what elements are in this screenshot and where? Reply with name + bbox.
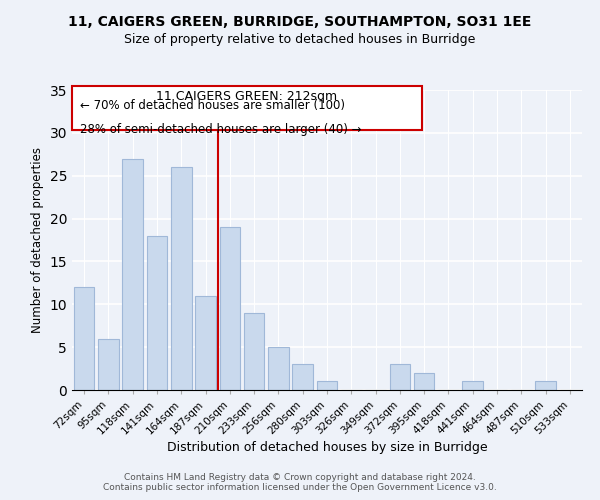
Bar xyxy=(146,236,167,390)
FancyBboxPatch shape xyxy=(72,86,422,130)
Y-axis label: Number of detached properties: Number of detached properties xyxy=(31,147,44,333)
Text: Size of property relative to detached houses in Burridge: Size of property relative to detached ho… xyxy=(124,32,476,46)
Text: 11 CAIGERS GREEN: 212sqm: 11 CAIGERS GREEN: 212sqm xyxy=(156,90,337,104)
Bar xyxy=(122,158,143,390)
Bar xyxy=(317,382,337,390)
Text: 28% of semi-detached houses are larger (40) →: 28% of semi-detached houses are larger (… xyxy=(80,123,361,136)
Bar xyxy=(535,382,556,390)
Bar xyxy=(195,296,216,390)
Bar xyxy=(268,347,289,390)
Text: ← 70% of detached houses are smaller (100): ← 70% of detached houses are smaller (10… xyxy=(80,99,344,112)
Bar xyxy=(244,313,265,390)
Bar xyxy=(171,167,191,390)
Bar xyxy=(220,227,240,390)
Text: 11, CAIGERS GREEN, BURRIDGE, SOUTHAMPTON, SO31 1EE: 11, CAIGERS GREEN, BURRIDGE, SOUTHAMPTON… xyxy=(68,15,532,29)
Text: Contains public sector information licensed under the Open Government Licence v3: Contains public sector information licen… xyxy=(103,484,497,492)
Bar xyxy=(98,338,119,390)
X-axis label: Distribution of detached houses by size in Burridge: Distribution of detached houses by size … xyxy=(167,442,487,454)
Bar xyxy=(414,373,434,390)
Bar xyxy=(74,287,94,390)
Bar xyxy=(292,364,313,390)
Bar xyxy=(389,364,410,390)
Text: Contains HM Land Registry data © Crown copyright and database right 2024.: Contains HM Land Registry data © Crown c… xyxy=(124,474,476,482)
Bar xyxy=(463,382,483,390)
